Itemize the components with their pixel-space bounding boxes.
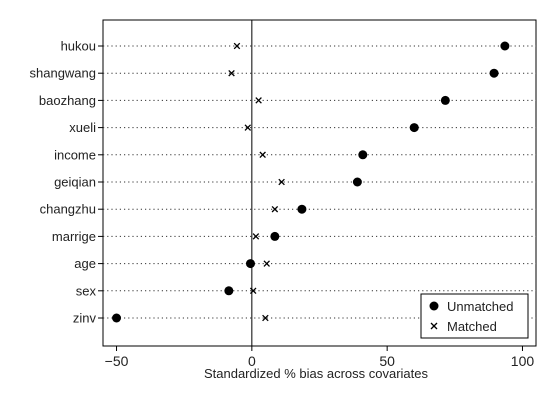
x-tick-label: 100 bbox=[511, 353, 535, 369]
matched-point bbox=[252, 233, 260, 240]
unmatched-point bbox=[358, 150, 368, 160]
unmatched-point bbox=[297, 204, 307, 214]
matched-point bbox=[278, 178, 285, 186]
legend-box bbox=[420, 293, 529, 339]
category-label: zinv bbox=[73, 311, 97, 326]
x-axis: −50 0 50 100 bbox=[105, 346, 535, 369]
category-label: hukou bbox=[61, 39, 96, 54]
category-labels: hukou shangwang baozhang xueli income geiqian… bbox=[30, 39, 103, 326]
matched-point bbox=[259, 151, 266, 159]
x-tick-label: 50 bbox=[379, 353, 395, 369]
legend-matched-marker bbox=[430, 322, 438, 330]
grid-lines bbox=[103, 45, 536, 319]
category-label: age bbox=[74, 256, 96, 271]
unmatched-point bbox=[500, 41, 510, 51]
unmatched-point bbox=[245, 259, 255, 269]
unmatched-point bbox=[409, 123, 419, 133]
unmatched-point bbox=[224, 286, 234, 296]
unmatched-point bbox=[440, 95, 450, 105]
matched-point bbox=[262, 314, 269, 322]
x-axis-title: Standardized % bias across covariates bbox=[204, 366, 429, 381]
matched-point bbox=[228, 69, 235, 77]
category-label: geiqian bbox=[54, 175, 96, 190]
plot-frame bbox=[102, 19, 537, 347]
x-tick-label: −50 bbox=[105, 353, 129, 369]
category-label: shangwang bbox=[30, 66, 97, 81]
category-label: sex bbox=[76, 283, 97, 298]
matched-point bbox=[233, 42, 241, 50]
category-label: baozhang bbox=[39, 93, 96, 108]
x-tick-label: 0 bbox=[248, 353, 256, 369]
category-label: changzhu bbox=[40, 202, 96, 217]
matched-point bbox=[249, 287, 257, 295]
matched-point bbox=[255, 97, 262, 104]
category-label: marrige bbox=[52, 229, 96, 244]
unmatched-point bbox=[352, 177, 362, 187]
legend-unmatched-label: Unmatched bbox=[447, 299, 513, 314]
category-label: income bbox=[54, 147, 96, 162]
unmatched-point bbox=[489, 68, 499, 78]
matched-point bbox=[244, 124, 252, 131]
matched-point bbox=[271, 205, 279, 213]
legend-matched-label: Matched bbox=[447, 319, 497, 334]
unmatched-point bbox=[270, 231, 280, 241]
category-label: xueli bbox=[69, 120, 96, 135]
data-points bbox=[112, 41, 510, 323]
legend-unmatched-marker bbox=[429, 301, 439, 311]
legend: Unmatched Matched bbox=[420, 293, 529, 339]
unmatched-point bbox=[112, 313, 122, 323]
matched-point bbox=[263, 260, 270, 267]
